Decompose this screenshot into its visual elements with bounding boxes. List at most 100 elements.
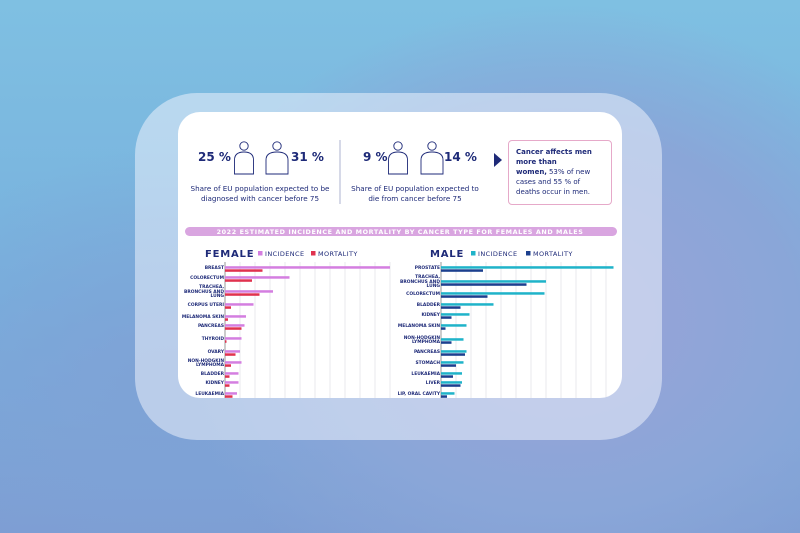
bar (441, 361, 464, 364)
legend-label: MORTALITY (533, 250, 573, 258)
legend-swatch (258, 251, 263, 256)
bar (441, 372, 462, 375)
category-label: TRACHEA, BRONCHUS AND LUNG (399, 275, 440, 290)
chart-title: MALE (430, 249, 464, 260)
category-label: NON-HODGKIN LYMPHOMA (403, 335, 440, 346)
category-label: PANCREAS (197, 323, 224, 329)
infographic-card: 2022 ESTIMATED INCIDENCE AND MORTALITY B… (178, 112, 622, 398)
bar (441, 341, 452, 344)
person-icon (427, 141, 437, 151)
person-icon (239, 141, 249, 151)
bar (225, 361, 242, 364)
person-icon (393, 141, 403, 151)
stat-caption: Share of EU population expected to die f… (351, 184, 479, 203)
bar (441, 303, 494, 306)
legend-swatch (526, 251, 531, 256)
person-icon (388, 151, 408, 175)
bar (441, 395, 447, 398)
category-label: BLADDER (416, 302, 440, 308)
bar (441, 353, 465, 356)
note-box: Cancer affects men more than women, 53% o… (508, 140, 612, 205)
bar (441, 327, 446, 330)
stat: 31 % (291, 150, 324, 164)
bar (225, 372, 239, 375)
pointer (494, 153, 502, 167)
bar (225, 276, 290, 279)
note-text: 53% of new cases and 55 % of deaths occu… (516, 168, 591, 196)
bar (441, 384, 461, 387)
chart-canvas: 2022 ESTIMATED INCIDENCE AND MORTALITY B… (185, 140, 617, 398)
bar (225, 384, 230, 387)
bar (441, 324, 467, 327)
bar (441, 306, 461, 309)
category-label: MELANOMA SKIN (397, 323, 440, 329)
bar (225, 269, 263, 272)
bar (225, 290, 273, 293)
category-label: PROSTATE (414, 265, 440, 271)
legend-label: INCIDENCE (478, 250, 517, 258)
category-label: COLORECTUM (406, 291, 440, 297)
banner: 2022 ESTIMATED INCIDENCE AND MORTALITY B… (217, 228, 584, 236)
banner-bg (185, 227, 617, 236)
category-label: THYROID (201, 336, 224, 342)
category-label: CORPUS UTERI (187, 302, 224, 308)
person-icon (265, 151, 289, 175)
bar (225, 381, 239, 384)
category-label: BLADDER (200, 371, 224, 377)
bar (441, 381, 462, 384)
bar (225, 315, 246, 318)
bar (441, 313, 470, 316)
bar (225, 303, 254, 306)
category-label: COLORECTUM (190, 275, 224, 281)
bar (441, 375, 453, 378)
person-icon (420, 151, 444, 175)
note-highlight: Cancer affects men more than women, (516, 148, 592, 176)
stat: 14 % (444, 150, 477, 164)
category-label: PANCREAS (413, 349, 440, 355)
category-label: KIDNEY (421, 312, 440, 318)
bar (225, 353, 236, 356)
bar (441, 280, 546, 283)
bar (225, 364, 231, 367)
legend-label: INCIDENCE (265, 250, 304, 258)
legend-label: MORTALITY (318, 250, 358, 258)
category-label: LIP, ORAL CAVITY (397, 391, 440, 397)
bar (441, 283, 527, 286)
chart-title: FEMALE (205, 249, 254, 260)
bar (225, 318, 228, 321)
legend-swatch (471, 251, 476, 256)
bar (225, 306, 231, 309)
bar (225, 327, 242, 330)
bar (441, 350, 467, 353)
bar (225, 350, 240, 353)
category-label: LEUKAEMIA (411, 371, 440, 377)
bar (225, 293, 260, 296)
category-label: LIVER (425, 380, 440, 386)
legend-swatch (311, 251, 316, 256)
bar (225, 340, 227, 343)
category-label: NON-HODGKIN LYMPHOMA (187, 358, 224, 369)
category-label: TRACHEA, BRONCHUS AND LUNG (183, 285, 224, 300)
person-icon (272, 141, 282, 151)
bar (225, 392, 237, 395)
category-label: BREAST (204, 265, 224, 271)
stat: 9 % (363, 150, 388, 164)
bar (441, 338, 464, 341)
bar (441, 266, 614, 269)
bar (225, 337, 242, 340)
category-label: LEUKAEMIA (195, 391, 224, 397)
category-label: MELANOMA SKIN (181, 314, 224, 320)
category-label: KIDNEY (205, 380, 224, 386)
bar (225, 395, 233, 398)
bar (441, 269, 483, 272)
bar (225, 375, 230, 378)
category-label: OVARY (207, 349, 224, 355)
bar (441, 292, 545, 295)
bar (441, 392, 455, 395)
bar (225, 279, 252, 282)
bar (441, 316, 452, 319)
bar (225, 324, 245, 327)
bar (441, 295, 488, 298)
bar (441, 364, 456, 367)
